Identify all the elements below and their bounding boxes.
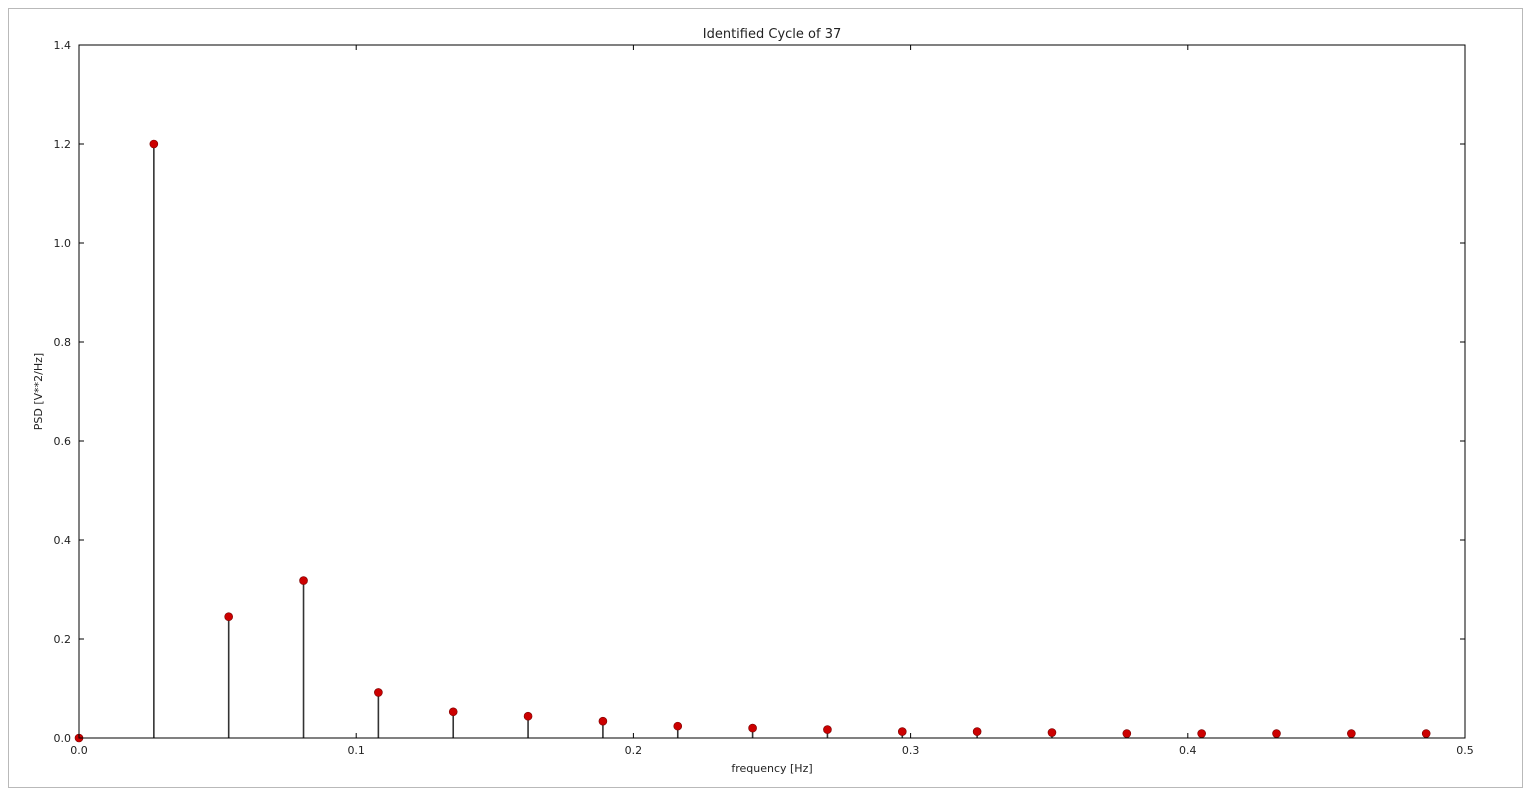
data-point: [1272, 729, 1281, 738]
y-tick-label: 0.4: [54, 534, 72, 547]
y-tick-label: 0.8: [54, 336, 72, 349]
data-point: [897, 727, 907, 736]
data-point: [598, 716, 608, 726]
x-tick-label: 0.0: [70, 744, 88, 757]
x-tick-label: 0.1: [347, 744, 365, 757]
x-tick-label: 0.4: [1179, 744, 1197, 757]
data-point: [448, 707, 458, 717]
data-point: [149, 139, 159, 149]
stem-lines: [153, 144, 1427, 738]
stem-markers: [74, 139, 1431, 743]
data-point: [748, 723, 757, 733]
data-point: [1047, 728, 1057, 737]
y-tick-label: 0.0: [54, 732, 72, 745]
data-point: [374, 688, 383, 697]
y-tick-label: 1.0: [54, 237, 72, 250]
data-point: [523, 711, 533, 721]
data-point: [224, 612, 233, 622]
axis-ticks: 0.0 0.1 0.2 0.3 0.4 0.5 0.0 0.2 0.4 0.6 0.8 1.0 1.2 1…: [54, 39, 1474, 757]
data-point: [673, 721, 683, 731]
y-tick-label: 0.2: [54, 633, 72, 646]
data-point: [823, 725, 832, 734]
y-tick-label: 1.2: [54, 138, 72, 151]
data-point: [1347, 729, 1356, 738]
data-point: [299, 576, 308, 585]
x-tick-label: 0.2: [625, 744, 643, 757]
chart-frame: [8, 8, 1523, 788]
data-point: [1197, 729, 1206, 738]
data-point: [972, 727, 982, 736]
x-tick-label: 0.3: [902, 744, 920, 757]
x-tick-label: 0.5: [1456, 744, 1474, 757]
data-point: [1122, 729, 1132, 738]
data-point: [1421, 729, 1431, 738]
x-axis-label: frequency [Hz]: [731, 762, 812, 775]
y-tick-label: 1.4: [54, 39, 72, 52]
chart-title: Identified Cycle of 37: [703, 27, 841, 42]
plot-area-border: [78, 44, 1466, 739]
y-axis-label: PSD [V**2/Hz]: [32, 353, 45, 430]
y-tick-label: 0.6: [54, 435, 72, 448]
